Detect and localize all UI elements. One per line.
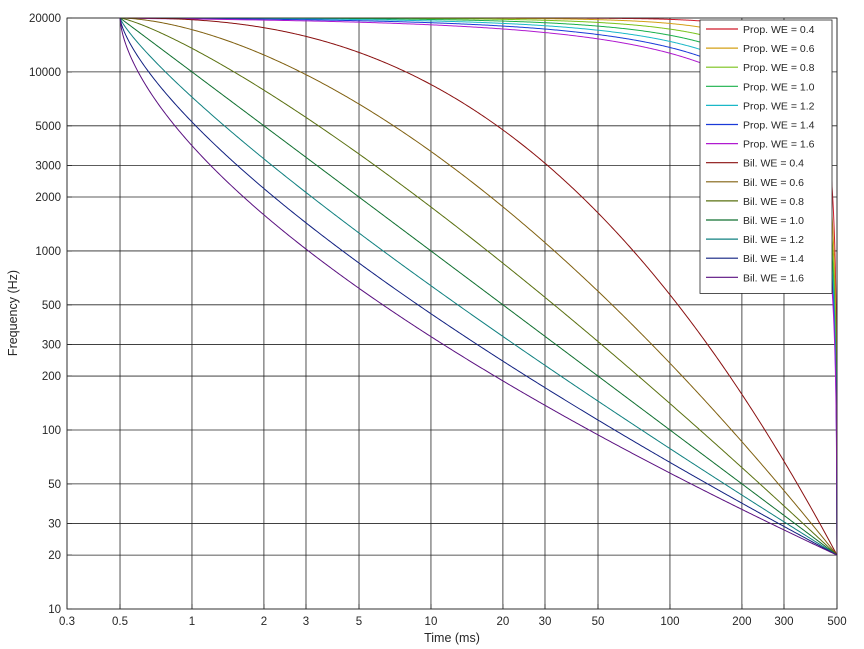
legend-label: Prop. WE = 1.2 <box>743 100 815 112</box>
x-tick-label: 0.3 <box>59 616 75 628</box>
series-line <box>119 17 838 556</box>
legend-label: Prop. WE = 0.8 <box>743 62 815 74</box>
y-tick-label: 200 <box>42 371 61 383</box>
legend: Prop. WE = 0.4 Prop. WE = 0.6 Prop. WE = 0… <box>699 19 833 294</box>
legend-label: Prop. WE = 1.4 <box>743 120 815 132</box>
y-tick-label: 20 <box>48 550 61 562</box>
axis-ticks: 0.3 0.5 1 2 3 5 10 20 30 50 100 200 300 500 10 20 30 50 10… <box>29 13 847 628</box>
y-tick-label: 300 <box>42 340 61 352</box>
y-tick-label: 100 <box>42 425 61 437</box>
y-tick-label: 500 <box>42 300 61 312</box>
legend-label: Prop. WE = 0.6 <box>743 43 815 55</box>
legend-label: Bil. WE = 1.0 <box>743 215 804 227</box>
series-line <box>120 17 838 556</box>
legend-label: Prop. WE = 1.6 <box>743 139 815 151</box>
series-line <box>119 17 838 556</box>
x-tick-label: 0.5 <box>112 616 128 628</box>
y-tick-label: 30 <box>48 519 61 531</box>
y-tick-label: 50 <box>48 479 61 491</box>
x-tick-label: 50 <box>592 616 605 628</box>
y-tick-label: 10000 <box>29 67 61 79</box>
legend-label: Bil. WE = 0.8 <box>743 196 804 208</box>
legend-label: Bil. WE = 1.4 <box>743 253 804 265</box>
series-line <box>119 17 838 556</box>
legend-label: Bil. WE = 0.6 <box>743 177 804 189</box>
x-tick-label: 100 <box>660 616 679 628</box>
x-axis-label: Time (ms) <box>424 631 480 645</box>
y-tick-label: 2000 <box>35 192 61 204</box>
legend-box <box>699 19 833 294</box>
x-tick-label: 500 <box>827 616 846 628</box>
x-tick-label: 200 <box>732 616 751 628</box>
legend-label: Bil. WE = 1.6 <box>743 272 804 284</box>
x-tick-label: 300 <box>774 616 793 628</box>
y-tick-label: 10 <box>48 604 61 616</box>
x-tick-label: 30 <box>539 616 552 628</box>
y-tick-label: 1000 <box>35 246 61 258</box>
y-tick-label: 5000 <box>35 121 61 133</box>
y-tick-label: 20000 <box>29 13 61 25</box>
legend-label: Prop. WE = 1.0 <box>743 81 815 93</box>
x-tick-label: 1 <box>189 616 195 628</box>
series-line <box>120 17 838 556</box>
x-tick-label: 20 <box>497 616 510 628</box>
y-tick-label: 3000 <box>35 161 61 173</box>
x-tick-label: 2 <box>261 616 267 628</box>
y-axis-label: Frequency (Hz) <box>6 270 20 356</box>
legend-label: Bil. WE = 1.2 <box>743 234 804 246</box>
x-tick-label: 3 <box>303 616 309 628</box>
series-line <box>119 17 838 556</box>
legend-label: Bil. WE = 0.4 <box>743 158 804 170</box>
x-tick-label: 5 <box>356 616 362 628</box>
legend-label: Prop. WE = 0.4 <box>743 24 815 36</box>
plot-frame <box>66 17 838 610</box>
x-tick-label: 10 <box>425 616 438 628</box>
series-line <box>119 17 838 556</box>
